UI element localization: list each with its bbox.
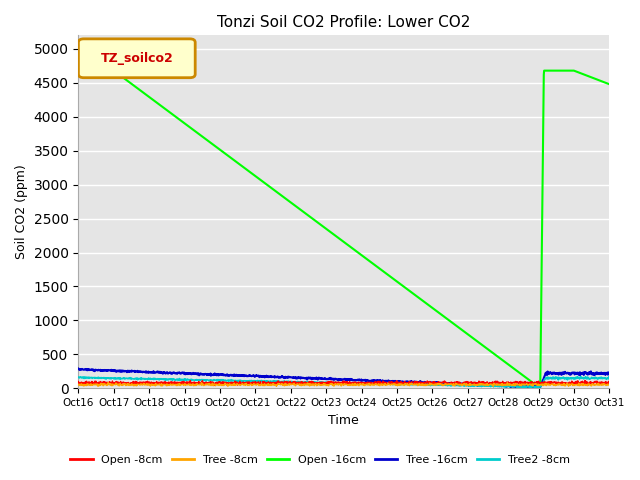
Title: Tonzi Soil CO2 Profile: Lower CO2: Tonzi Soil CO2 Profile: Lower CO2 [217,15,470,30]
Legend: Open -8cm, Tree -8cm, Open -16cm, Tree -16cm, Tree2 -8cm: Open -8cm, Tree -8cm, Open -16cm, Tree -… [66,451,574,469]
X-axis label: Time: Time [328,414,359,427]
Y-axis label: Soil CO2 (ppm): Soil CO2 (ppm) [15,165,28,259]
FancyBboxPatch shape [79,39,195,78]
Text: TZ_soilco2: TZ_soilco2 [100,52,173,65]
